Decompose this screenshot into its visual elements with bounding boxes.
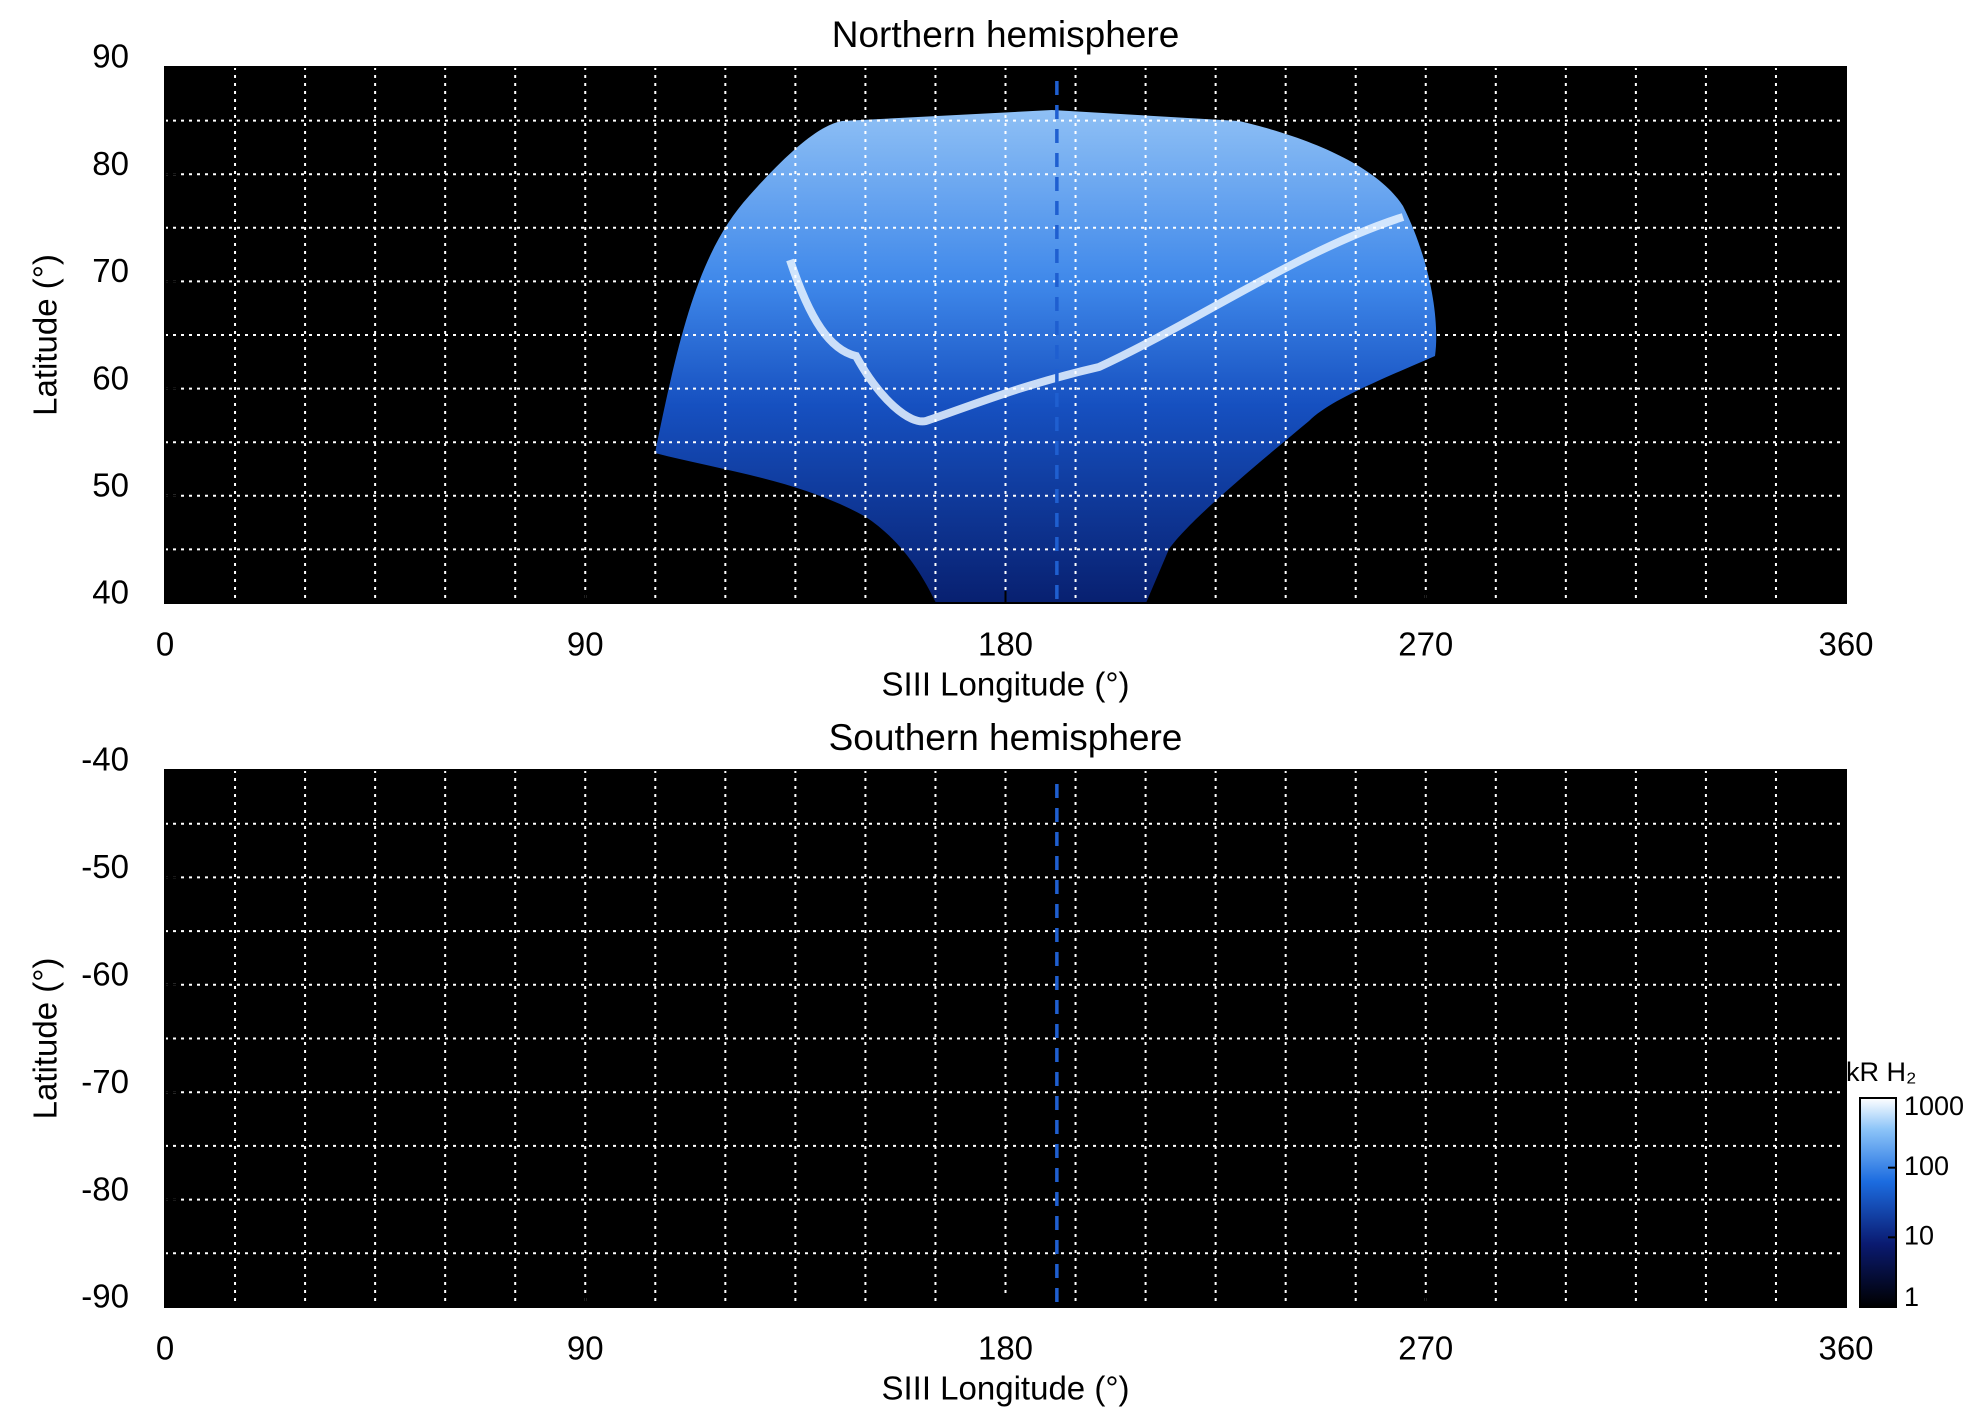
chart-title: Northern hemisphere (832, 14, 1180, 55)
x-tick-label: 360 (1818, 1330, 1873, 1367)
y-tick-label: -90 (81, 1278, 129, 1315)
plot-frame (164, 66, 1847, 604)
y-tick-label: 60 (92, 359, 129, 396)
colorbar-scale (1859, 1097, 1897, 1308)
y-tick-label: -40 (81, 741, 129, 778)
x-tick-label: 360 (1818, 626, 1873, 663)
y-tick-label: 40 (92, 574, 129, 611)
colorbar-label: kR H₂ (1846, 1057, 1916, 1087)
y-tick-label: -70 (81, 1063, 129, 1100)
y-tick-label: 50 (92, 467, 129, 504)
x-tick-label: 90 (567, 1330, 604, 1367)
x-tick-label: 270 (1398, 1330, 1453, 1367)
y-tick-label: 90 (92, 38, 129, 75)
colorbar-tick-label: 1 (1904, 1282, 1919, 1312)
colorbar-tick-label: 10 (1904, 1220, 1934, 1250)
y-tick-label: 80 (92, 145, 129, 182)
y-tick-label: 70 (92, 252, 129, 289)
plot-frame (164, 769, 1847, 1308)
colorbar-tick-label: 100 (1904, 1151, 1949, 1181)
colorbar: 1 10 100 1000 kR H₂ (1846, 1057, 1964, 1312)
aurora-oval (786, 213, 1405, 426)
plots: 0 90 180 270 360 40 50 60 70 80 90 Northern hemisph… (27, 14, 1964, 1407)
y-axis-label: Latitude (°) (27, 958, 64, 1120)
x-tick-label: 180 (978, 626, 1033, 663)
x-axis-label: SIII Longitude (°) (882, 1370, 1130, 1407)
chart-title: Southern hemisphere (829, 717, 1183, 758)
x-axis-label: SIII Longitude (°) (882, 666, 1130, 703)
y-axis-label: Latitude (°) (27, 254, 64, 416)
aurora-emission (655, 110, 1437, 603)
x-tick-label: 90 (567, 626, 604, 663)
x-tick-label: 180 (978, 1330, 1033, 1367)
x-tick-label: 0 (156, 626, 174, 663)
x-tick-label: 270 (1398, 626, 1453, 663)
colorbar-tick-label: 1000 (1904, 1091, 1964, 1121)
x-tick-label: 0 (156, 1330, 174, 1367)
y-tick-label: -60 (81, 956, 129, 993)
y-tick-label: -80 (81, 1170, 129, 1207)
y-tick-label: -50 (81, 848, 129, 885)
